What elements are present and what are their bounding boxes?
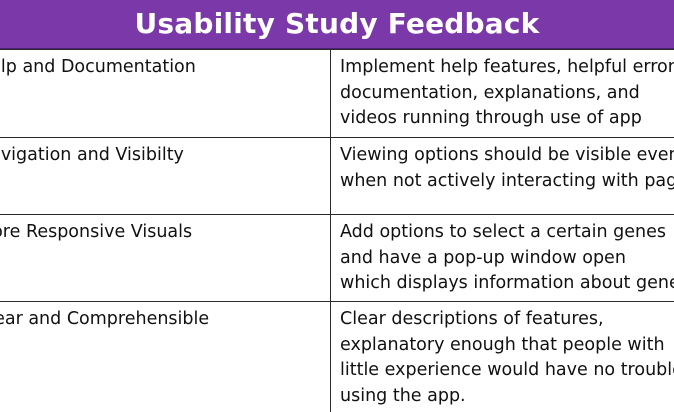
recommendation-line: which displays information about genes bbox=[340, 273, 674, 293]
recommendation-cell: Viewing options should be visible even w… bbox=[330, 137, 674, 215]
table-row: Help and Documentation Implement help fe… bbox=[0, 49, 674, 138]
recommendation-line: Viewing options should be visible even bbox=[340, 145, 674, 165]
topic-label: Help and Documentation bbox=[0, 57, 196, 77]
recommendation-line: Implement help features, helpful error bbox=[340, 57, 674, 77]
recommendation-line: and have a pop-up window open bbox=[340, 247, 626, 268]
recommendation-cell: Add options to select a certain genes an… bbox=[330, 214, 674, 302]
recommendation-line: explanatory enough that people with bbox=[340, 334, 665, 355]
slide-title: Usability Study Feedback bbox=[134, 7, 540, 40]
topic-label: Clear and Comprehensible bbox=[0, 309, 210, 329]
recommendation-cell: Clear descriptions of features, explanat… bbox=[330, 301, 674, 412]
recommendation-line: when not actively interacting with page bbox=[340, 170, 674, 191]
recommendation-cell: Implement help features, helpful error d… bbox=[330, 49, 674, 138]
recommendation-line: videos running through use of app bbox=[340, 108, 642, 128]
table-row: Navigation and Visibilty Viewing options… bbox=[0, 137, 674, 215]
recommendation-line: little experience would have no trouble bbox=[340, 360, 674, 380]
topic-label: More Responsive Visuals bbox=[0, 222, 193, 242]
topic-label: Navigation and Visibilty bbox=[0, 145, 184, 165]
table-row: More Responsive Visuals Add options to s… bbox=[0, 214, 674, 302]
topic-cell: Navigation and Visibilty bbox=[0, 137, 331, 215]
table-row: Clear and Comprehensible Clear descripti… bbox=[0, 301, 674, 412]
topic-cell: More Responsive Visuals bbox=[0, 214, 331, 302]
recommendation-line: using the app. bbox=[340, 385, 466, 406]
title-banner: Usability Study Feedback bbox=[0, 0, 674, 49]
recommendation-line: documentation, explanations, and bbox=[340, 82, 640, 103]
topic-cell: Help and Documentation bbox=[0, 49, 331, 138]
topic-cell: Clear and Comprehensible bbox=[0, 301, 331, 412]
recommendation-line: Clear descriptions of features, bbox=[340, 309, 604, 329]
feedback-table: Help and Documentation Implement help fe… bbox=[0, 49, 674, 412]
recommendation-line: Add options to select a certain genes bbox=[340, 222, 666, 242]
